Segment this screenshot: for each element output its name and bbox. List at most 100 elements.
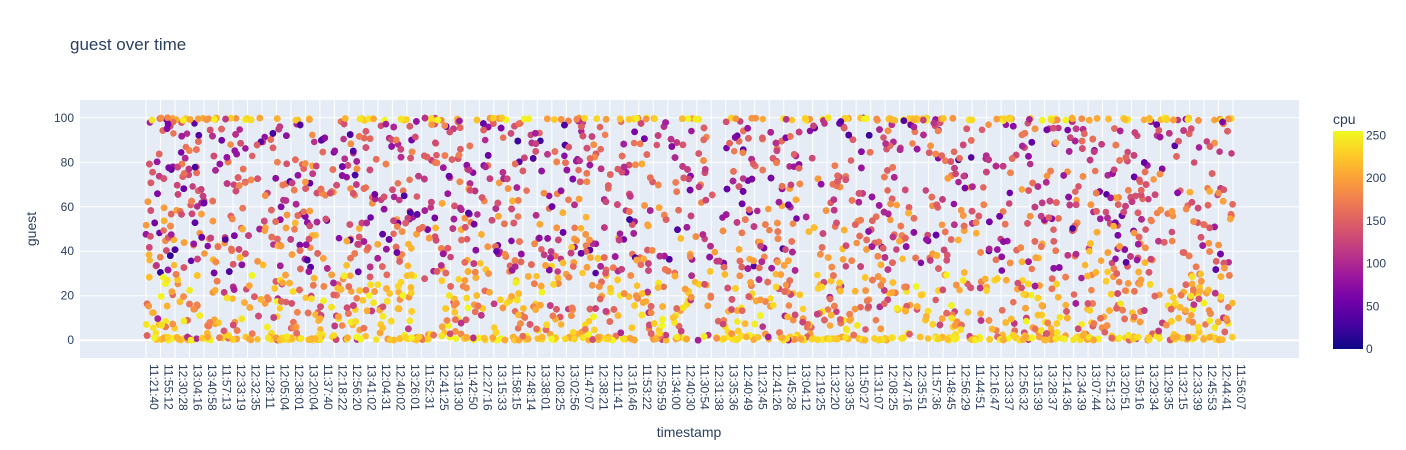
data-point — [201, 250, 208, 257]
data-point — [390, 193, 398, 201]
data-point — [204, 242, 211, 250]
data-point — [884, 187, 891, 194]
data-point — [1112, 255, 1119, 263]
data-point — [1102, 208, 1110, 216]
data-point — [1035, 333, 1043, 341]
data-point — [956, 286, 963, 294]
data-point — [236, 126, 243, 133]
data-point — [1072, 188, 1079, 195]
data-point — [348, 288, 355, 295]
data-point — [152, 329, 160, 337]
data-point — [857, 303, 864, 311]
data-point — [730, 147, 738, 155]
data-point — [406, 176, 413, 184]
data-point — [998, 267, 1006, 274]
data-point — [575, 166, 582, 174]
data-point — [276, 305, 284, 312]
data-point — [842, 263, 850, 270]
data-point — [1006, 189, 1014, 197]
data-point — [1142, 226, 1149, 233]
data-point — [554, 268, 561, 275]
data-point — [1078, 274, 1085, 282]
data-point — [1203, 138, 1211, 145]
data-point — [1081, 261, 1089, 269]
data-point — [582, 242, 590, 249]
data-point — [538, 246, 545, 253]
data-point — [793, 215, 800, 222]
data-point — [985, 121, 992, 128]
data-point — [880, 134, 887, 141]
data-point — [932, 296, 939, 304]
data-point — [1010, 298, 1017, 306]
data-point — [347, 185, 354, 192]
data-point — [230, 181, 238, 188]
data-point — [477, 260, 484, 267]
data-point — [1091, 167, 1099, 175]
data-point — [597, 145, 604, 153]
data-point — [302, 294, 310, 302]
data-point — [362, 332, 369, 340]
data-point — [1188, 311, 1195, 319]
data-point — [772, 270, 780, 278]
data-point — [514, 213, 522, 220]
data-point — [1145, 195, 1152, 203]
data-points — [142, 114, 1236, 344]
data-point — [1202, 321, 1209, 328]
data-point — [842, 325, 850, 333]
data-point — [455, 276, 463, 283]
data-point — [972, 230, 980, 237]
data-point — [373, 336, 380, 343]
data-point — [1070, 291, 1078, 298]
data-point — [723, 144, 730, 152]
data-point — [887, 216, 894, 224]
data-point — [499, 134, 507, 141]
data-point — [960, 172, 967, 180]
data-point — [309, 131, 316, 139]
data-point — [146, 256, 153, 264]
data-point — [1027, 291, 1035, 299]
data-point — [950, 200, 958, 208]
data-point — [427, 204, 435, 211]
data-point — [177, 149, 185, 156]
chart-title: guest over time — [70, 35, 186, 54]
data-point — [806, 127, 814, 135]
data-point — [189, 183, 196, 190]
data-point — [1140, 116, 1148, 124]
data-point — [759, 323, 766, 331]
data-point — [788, 116, 796, 124]
data-point — [552, 252, 559, 260]
data-point — [847, 157, 855, 164]
data-point — [660, 283, 667, 291]
data-point — [1055, 124, 1062, 132]
data-point — [684, 115, 692, 122]
data-point — [1168, 228, 1176, 236]
data-point — [1150, 176, 1157, 183]
data-point — [577, 225, 585, 232]
data-point — [922, 187, 930, 194]
data-point — [1097, 257, 1105, 265]
data-point — [1086, 248, 1093, 255]
data-point — [353, 295, 361, 302]
data-point — [317, 326, 324, 333]
data-point — [833, 308, 840, 316]
data-point — [754, 207, 761, 215]
data-point — [1064, 126, 1071, 134]
data-point — [766, 226, 773, 234]
data-point — [463, 235, 471, 243]
data-point — [1190, 159, 1198, 166]
data-point — [707, 294, 715, 301]
data-point — [826, 322, 834, 329]
data-point — [893, 201, 901, 209]
data-point — [338, 322, 346, 329]
data-point — [160, 227, 167, 234]
data-point — [1168, 237, 1176, 245]
data-point — [523, 187, 530, 194]
data-point — [229, 295, 236, 303]
data-point — [1104, 268, 1111, 276]
data-point — [248, 152, 256, 160]
data-point — [759, 115, 767, 123]
data-point — [1211, 116, 1218, 124]
data-point — [872, 316, 880, 324]
data-point — [1018, 186, 1026, 193]
